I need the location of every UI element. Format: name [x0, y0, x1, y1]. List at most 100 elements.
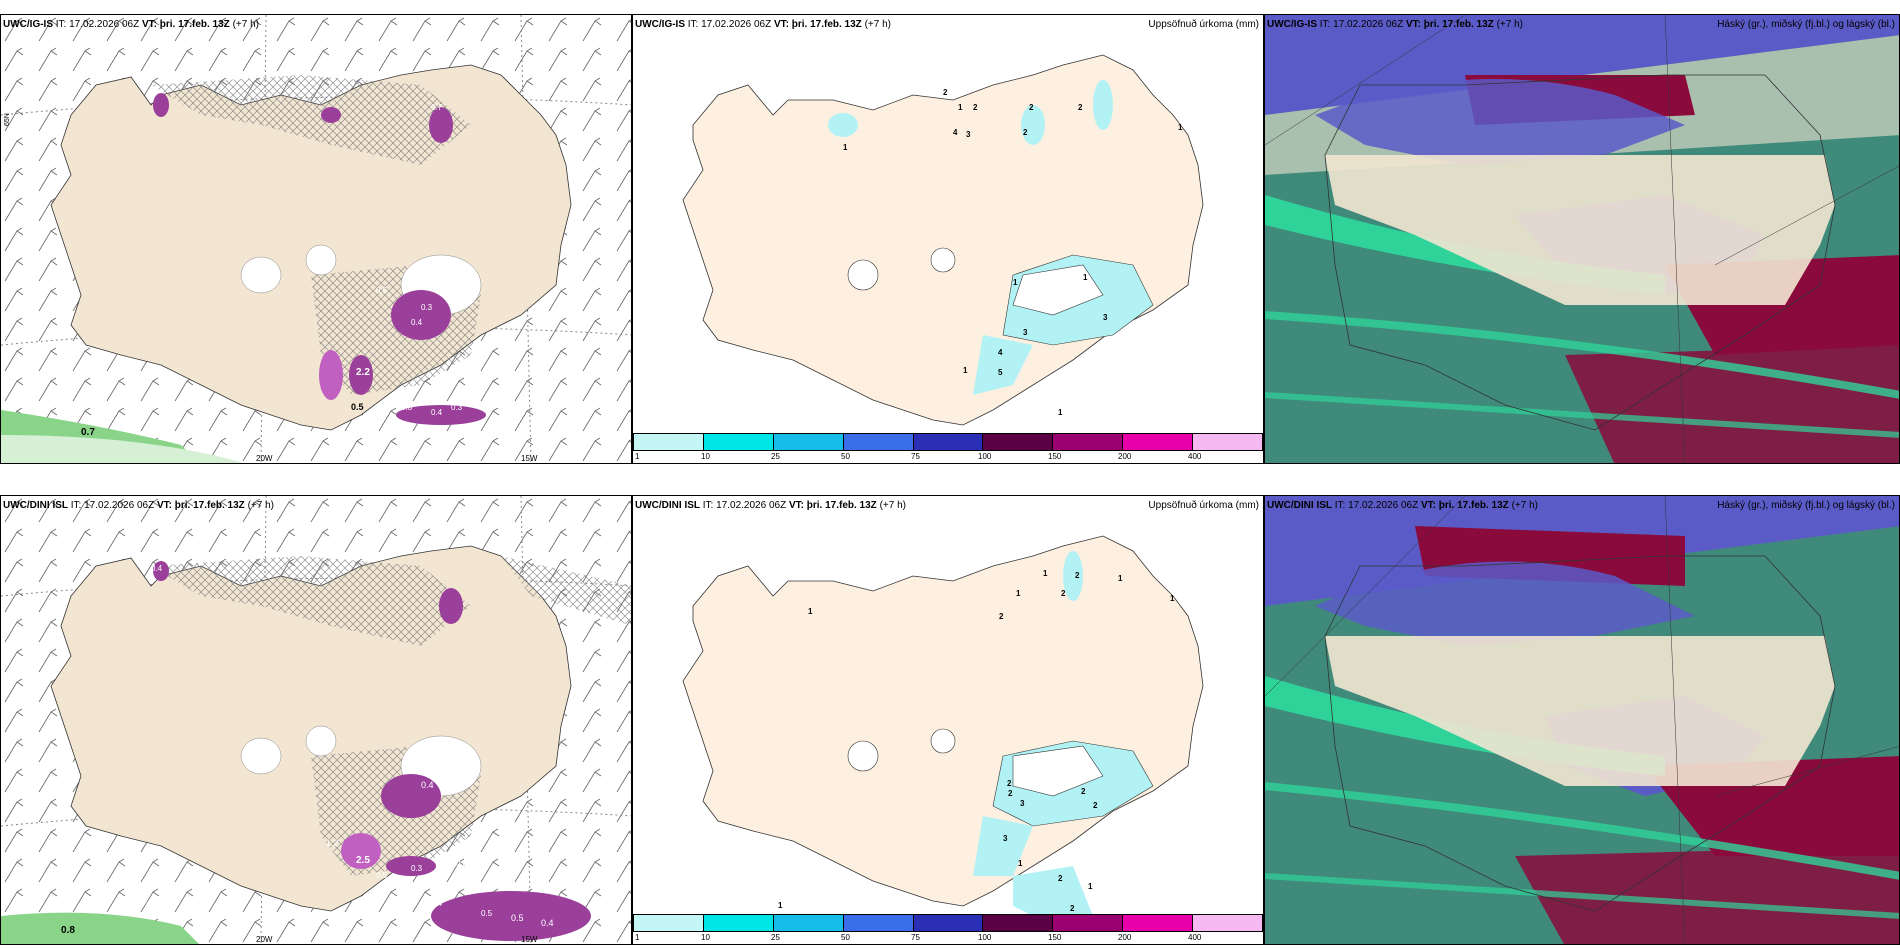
colorbar-segment: [1053, 434, 1124, 450]
valid-label: VT:: [1405, 19, 1421, 30]
precip-map-row2: 1 1 2 1 1 2 2 1 2 2 3 2 2 3 1 2 1 1 2: [682, 535, 1204, 926]
colorbar-label: 75: [911, 452, 920, 461]
panel-header: UWC/IG-IS IT: 17.02.2026 06Z VT: þri. 17…: [1267, 19, 1523, 30]
panel-header: UWC/DINI ISL IT: 17.02.2026 06Z VT: þri.…: [1267, 500, 1538, 511]
colorbar-label: 100: [978, 452, 992, 461]
lead-time: (+7 h): [247, 500, 274, 511]
model-name: UWC/DINI ISL: [1267, 500, 1332, 511]
init-time: IT: 17.02.2026 06Z: [1319, 19, 1404, 30]
precip-value: 2: [1061, 589, 1066, 598]
colorbar-label: 25: [771, 933, 780, 942]
iceland-land: [682, 535, 1204, 907]
value-label: 0.4: [421, 780, 434, 790]
lead-time: (+7 h): [1496, 19, 1523, 30]
colorbar-segment: [1193, 915, 1263, 931]
colorbar-segment: [983, 434, 1054, 450]
precip-value: 2: [999, 612, 1004, 621]
value-label: 0.4: [431, 899, 443, 908]
model-name: UWC/DINI ISL: [3, 500, 68, 511]
precip-colorbar: [633, 914, 1263, 932]
value-label: 0.3: [456, 859, 468, 868]
valid-label: VT:: [788, 500, 804, 511]
precip-value: 2: [1008, 789, 1013, 798]
lon-label: 20W: [256, 935, 273, 944]
wind-map-panel-row2: 20W 15W 0.8 0.4 1.2 2.5 0.5 0.3 0.3 0.4 …: [0, 495, 632, 945]
precip-value: 3: [1020, 799, 1025, 808]
colorbar-label: 100: [978, 933, 992, 942]
precip-value: 2: [1058, 874, 1063, 883]
value-label: 0.4: [411, 318, 423, 327]
colorbar-segment: [703, 434, 774, 450]
panel-title: Uppsöfnuð úrkoma (mm): [1148, 19, 1259, 30]
colorbar-label: 10: [701, 452, 710, 461]
value-label: 0.7: [431, 103, 443, 112]
valid-label: VT:: [1420, 500, 1436, 511]
model-name: UWC/IG-IS: [3, 19, 53, 30]
panel-header: UWC/DINI ISL IT: 17.02.2026 06Z VT: þri.…: [635, 500, 906, 511]
colorbar-segment: [913, 915, 984, 931]
precip-value: 1: [1058, 408, 1063, 417]
precip-value: 1: [808, 607, 813, 616]
precip-value: 2: [1075, 571, 1080, 580]
valid-time: þri. 17.feb. 13Z: [806, 500, 877, 511]
precip-value: 3: [1003, 834, 1008, 843]
precip-map-row1: 1 2 1 2 4 3 2 2 2 1 1 1 1 4 3 3 5 1: [682, 54, 1204, 426]
precip-value: 5: [998, 368, 1003, 377]
colorbar-segment: [773, 434, 844, 450]
precip-value: 2: [1023, 128, 1028, 137]
precip-value: 1: [1088, 882, 1093, 891]
colorbar-segment: [1193, 434, 1263, 450]
value-label: 0.5: [351, 402, 364, 412]
value-label: 0.3: [411, 864, 423, 873]
colorbar-label: 50: [841, 452, 850, 461]
precip-value: 3: [1103, 313, 1108, 322]
precip-value: 2: [1093, 801, 1098, 810]
valid-time: þri. 17.feb. 13Z: [174, 500, 245, 511]
precip-value: 2: [943, 88, 948, 97]
value-label: 0.4: [541, 918, 554, 928]
precip-value: 1: [1083, 273, 1088, 282]
colorbar-segment: [634, 434, 704, 450]
valid-time: þri. 17.feb. 13Z: [1438, 500, 1509, 511]
precip-value: 1: [1118, 574, 1123, 583]
precip-value: 1: [963, 366, 968, 375]
lon-label: 20W: [256, 454, 273, 463]
value-label: 0.8: [61, 925, 75, 936]
panel-title: Uppsöfnuð úrkoma (mm): [1148, 500, 1259, 511]
value-label: 0.3: [401, 403, 413, 412]
iceland-land: [682, 54, 1204, 426]
colorbar-label: 50: [841, 933, 850, 942]
precip-map-panel-row1: 1 2 1 2 4 3 2 2 2 1 1 1 1 4 3 3 5 1 UWC/…: [632, 14, 1264, 464]
value-label: 2.5: [356, 855, 370, 866]
init-time: IT: 17.02.2026 06Z: [1334, 500, 1419, 511]
precip-value: 1: [1013, 278, 1018, 287]
colorbar-label: 10: [701, 933, 710, 942]
lead-time: (+7 h): [879, 500, 906, 511]
precip-value: 4: [998, 348, 1003, 357]
value-label: 0.4: [151, 564, 163, 573]
model-name: UWC/DINI ISL: [635, 500, 700, 511]
colorbar-segment: [843, 434, 914, 450]
value-label: 0.3: [421, 303, 433, 312]
precip-value: 2: [973, 103, 978, 112]
colorbar-segment: [1053, 915, 1124, 931]
colorbar-label: 200: [1118, 452, 1132, 461]
valid-label: VT:: [141, 19, 157, 30]
valid-time: þri. 17.feb. 13Z: [1423, 19, 1494, 30]
value-label: 0.5: [376, 286, 388, 295]
model-name: UWC/IG-IS: [635, 19, 685, 30]
valid-time: þri. 17.feb. 13Z: [159, 19, 230, 30]
value-label: 0.5: [511, 913, 524, 923]
valid-label: VT:: [773, 19, 789, 30]
precip-value: 2: [1007, 779, 1012, 788]
colorbar-segment: [913, 434, 984, 450]
precip-colorbar: [633, 433, 1263, 451]
cloud-map-row1: [1265, 15, 1899, 463]
init-time: IT: 17.02.2026 06Z: [687, 19, 772, 30]
colorbar-label: 1: [635, 933, 640, 942]
precip-value: 3: [1023, 328, 1028, 337]
value-label: 0.5: [376, 871, 388, 880]
precip-value: 4: [953, 128, 958, 137]
cloud-map-panel-row2: UWC/DINI ISL IT: 17.02.2026 06Z VT: þri.…: [1264, 495, 1900, 945]
lon-label: 15W: [521, 935, 538, 944]
